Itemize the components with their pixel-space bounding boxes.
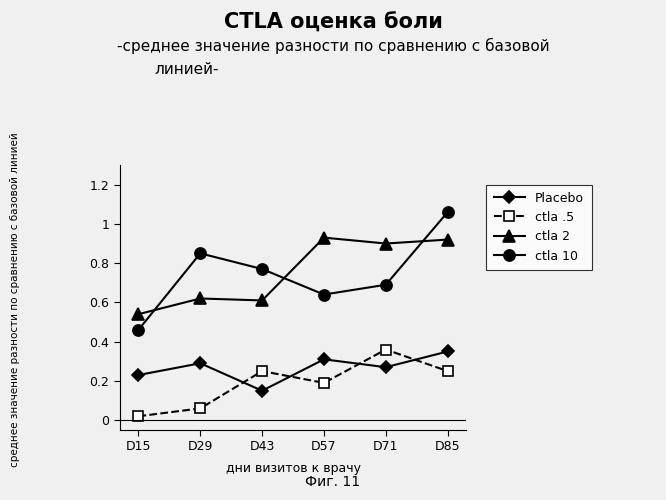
Text: CTLA оценка боли: CTLA оценка боли [224,12,442,33]
Placebo [320,356,328,362]
ctla 10 [258,266,266,272]
ctla 10 [444,209,452,215]
ctla 2 [320,234,328,240]
ctla 2 [258,298,266,304]
ctla 2 [196,296,204,302]
Placebo [196,360,204,366]
ctla .5 [258,368,266,374]
ctla 2 [135,311,143,317]
ctla .5 [444,368,452,374]
Text: линией-: линией- [155,62,218,78]
Line: ctla 2: ctla 2 [133,232,453,320]
Placebo [135,372,143,378]
Line: ctla 10: ctla 10 [133,206,453,336]
ctla .5 [196,406,204,411]
Legend: Placebo, ctla .5, ctla 2, ctla 10: Placebo, ctla .5, ctla 2, ctla 10 [486,184,591,270]
X-axis label: дни визитов к врачу: дни визитов к врачу [226,462,360,475]
ctla 10 [135,327,143,333]
Placebo [258,388,266,394]
ctla 10 [196,250,204,256]
Line: ctla .5: ctla .5 [134,344,452,421]
Text: -среднее значение разности по сравнению с базовой: -среднее значение разности по сравнению … [117,38,549,54]
Placebo [444,348,452,354]
ctla .5 [382,346,390,352]
ctla .5 [320,380,328,386]
Text: среднее значение разности по сравнению с базовой линией: среднее значение разности по сравнению с… [9,132,20,468]
ctla 10 [320,292,328,298]
ctla 10 [382,282,390,288]
ctla .5 [135,414,143,420]
Line: Placebo: Placebo [135,348,452,395]
ctla 2 [444,236,452,242]
Text: Фиг. 11: Фиг. 11 [306,475,360,489]
Placebo [382,364,390,370]
ctla 2 [382,240,390,246]
